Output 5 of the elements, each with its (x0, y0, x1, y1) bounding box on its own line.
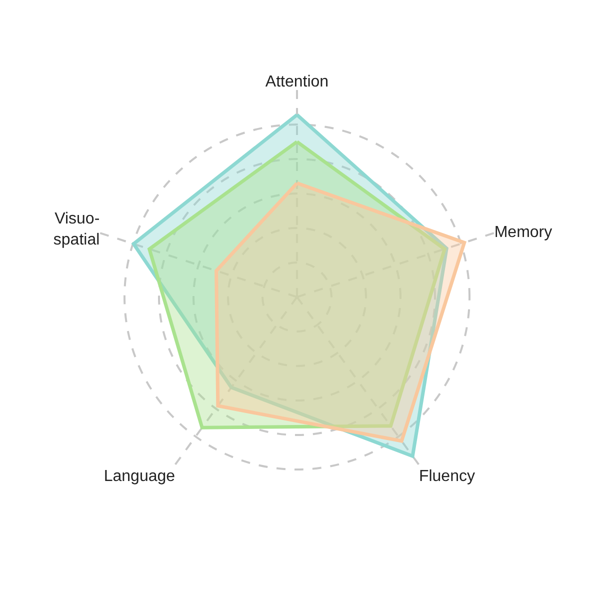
spoke-label: Memory (494, 224, 552, 242)
spoke-label: Fluency (418, 468, 475, 486)
spoke-label: Language (104, 468, 176, 486)
spoke-label: Visuo- spatial (53, 210, 100, 248)
spoke-label: Attention (265, 73, 329, 90)
